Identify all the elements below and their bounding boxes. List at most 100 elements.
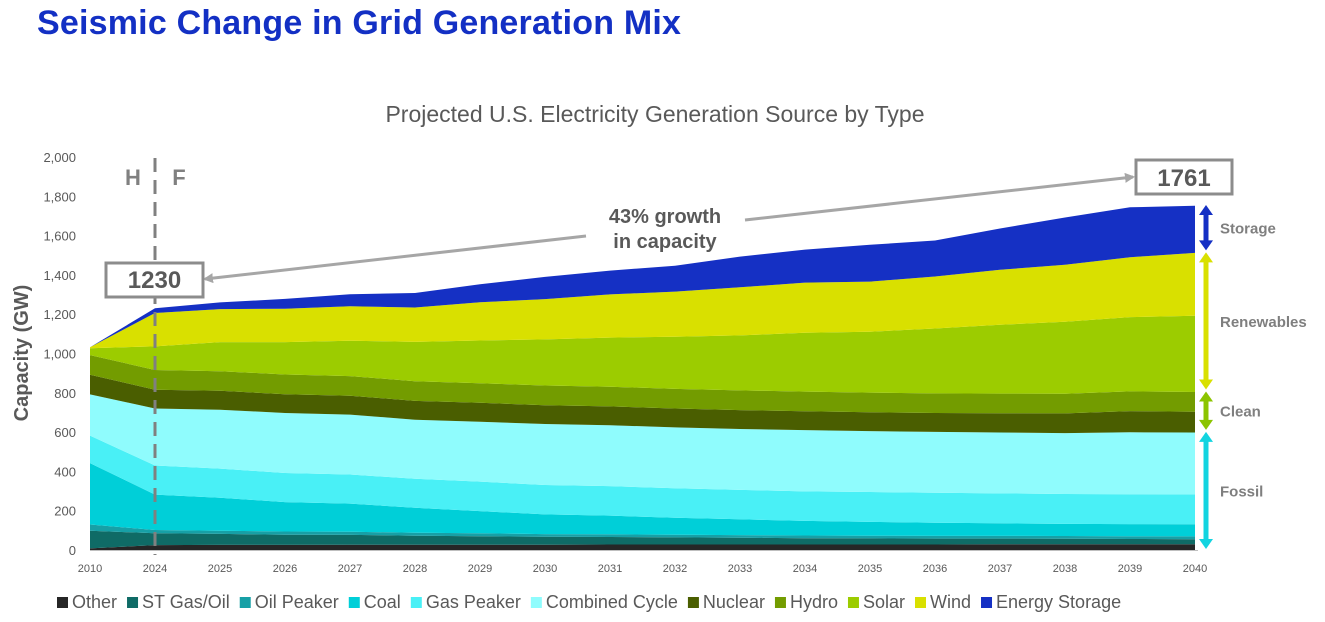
area-st-gas-oil xyxy=(90,530,1195,549)
y-tick-label: 1,000 xyxy=(43,347,76,362)
legend-item-wind: Wind xyxy=(915,592,971,612)
y-tick-label: 0 xyxy=(69,543,76,558)
bracket-label: Fossil xyxy=(1220,483,1263,500)
area-gas-peaker xyxy=(90,435,1195,525)
legend-swatch xyxy=(348,597,360,608)
y-tick-label: 800 xyxy=(54,386,76,401)
bracket-arrow-down xyxy=(1199,240,1213,251)
legend-label: ST Gas/Oil xyxy=(142,592,230,612)
legend-item-oil-peaker: Oil Peaker xyxy=(239,592,339,612)
start-total-box xyxy=(104,261,205,299)
legend-label: Nuclear xyxy=(703,592,765,612)
bracket-label: Clean xyxy=(1220,404,1261,421)
x-tick-label: 2030 xyxy=(533,563,557,575)
growth-arrow-start xyxy=(203,234,587,284)
x-tick-label: 2010 xyxy=(78,563,102,575)
y-tick-label: 1,600 xyxy=(43,229,76,244)
legend-label: Coal xyxy=(364,592,401,612)
x-tick-label: 2027 xyxy=(338,563,362,575)
forecast-label: F xyxy=(172,165,185,190)
legend-swatch xyxy=(410,597,422,608)
legend-swatch xyxy=(530,597,542,608)
x-tick-label: 2025 xyxy=(208,563,232,575)
area-oil-peaker xyxy=(90,524,1195,540)
x-tick-label: 2033 xyxy=(728,563,752,575)
area-coal xyxy=(90,463,1195,537)
legend-label: Combined Cycle xyxy=(546,592,678,612)
legend-swatch xyxy=(127,597,139,608)
x-tick-label: 2029 xyxy=(468,563,492,575)
bracket-arrow-up xyxy=(1199,431,1213,442)
legend-label: Oil Peaker xyxy=(255,592,339,612)
growth-label: 43% growth xyxy=(609,206,721,228)
bracket-arrow-down xyxy=(1199,539,1213,549)
area-solar xyxy=(90,315,1195,394)
x-tick-label: 2024 xyxy=(143,563,167,575)
bracket-label: Storage xyxy=(1220,221,1276,238)
y-tick-label: 200 xyxy=(54,504,76,519)
area-nuclear xyxy=(90,374,1195,434)
y-tick-label: 1,400 xyxy=(43,268,76,283)
y-tick-label: 2,000 xyxy=(43,150,76,165)
legend-label: Gas Peaker xyxy=(426,592,521,612)
legend: Other ST Gas/Oil Oil Peaker Coal Gas Peaker C… xyxy=(57,592,1121,612)
x-tick-label: 2034 xyxy=(793,563,817,575)
growth-label-2: in capacity xyxy=(613,231,717,253)
legend-item-gas-peaker: Gas Peaker xyxy=(410,592,521,612)
bracket-clean: Clean xyxy=(1199,391,1261,430)
bracket-renewables: Renewables xyxy=(1199,252,1307,390)
page-title: Seismic Change in Grid Generation Mix xyxy=(37,4,682,42)
x-tick-label: 2039 xyxy=(1118,563,1142,575)
y-tick-label: 1,800 xyxy=(43,189,76,204)
end-total-value: 1761 xyxy=(1157,165,1210,192)
axes: 2010 2024 2025 2026 2027 2028 2029 2030 2031 2032… xyxy=(43,150,1207,575)
area-hydro xyxy=(90,355,1195,414)
bracket-fossil: Fossil xyxy=(1199,431,1263,549)
x-tick-label: 2040 xyxy=(1183,563,1207,575)
legend-label: Wind xyxy=(930,592,971,612)
legend-swatch xyxy=(847,597,859,608)
legend-item-combined-cycle: Combined Cycle xyxy=(530,592,678,612)
legend-label: Solar xyxy=(863,592,905,612)
area-energy-storage xyxy=(90,205,1195,348)
x-tick-label: 2026 xyxy=(273,563,297,575)
y-tick-label: 400 xyxy=(54,464,76,479)
x-tick-label: 2035 xyxy=(858,563,882,575)
legend-item-solar: Solar xyxy=(847,592,905,612)
legend-label: Energy Storage xyxy=(996,592,1121,612)
legend-label: Hydro xyxy=(790,592,838,612)
bracket-label: Renewables xyxy=(1220,314,1307,331)
legend-item-coal: Coal xyxy=(348,592,401,612)
bracket-arrow-down xyxy=(1199,419,1213,430)
legend-swatch xyxy=(239,597,251,608)
x-tick-label: 2028 xyxy=(403,563,427,575)
x-tick-label: 2036 xyxy=(923,563,947,575)
historical-label: H xyxy=(125,165,141,190)
y-tick-label: 600 xyxy=(54,425,76,440)
legend-item-hydro: Hydro xyxy=(774,592,838,612)
x-tick-label: 2031 xyxy=(598,563,622,575)
end-total-box xyxy=(1134,158,1234,196)
legend-item-energy-storage: Energy Storage xyxy=(981,592,1121,612)
legend-swatch xyxy=(687,597,699,608)
legend-swatch xyxy=(981,597,993,608)
x-tick-label: 2038 xyxy=(1053,563,1077,575)
area-layers xyxy=(90,205,1195,550)
legend-item-other: Other xyxy=(57,592,117,612)
bracket-arrow-down xyxy=(1199,379,1213,390)
legend-swatch xyxy=(915,597,926,608)
legend-swatch xyxy=(57,597,68,608)
legend-item-nuclear: Nuclear xyxy=(687,592,765,612)
area-other xyxy=(90,544,1195,550)
bracket-arrow-up xyxy=(1199,204,1213,215)
growth-arrow-end xyxy=(744,172,1135,222)
area-combined-cycle xyxy=(90,394,1195,495)
category-brackets: Storage Renewables Clean Fossil xyxy=(1199,204,1307,549)
bracket-arrow-up xyxy=(1199,252,1213,263)
bracket-storage: Storage xyxy=(1199,204,1276,251)
x-tick-label: 2037 xyxy=(988,563,1012,575)
legend-swatch xyxy=(774,597,786,608)
y-axis-label: Capacity (GW) xyxy=(11,285,33,422)
start-total-value: 1230 xyxy=(128,267,181,294)
